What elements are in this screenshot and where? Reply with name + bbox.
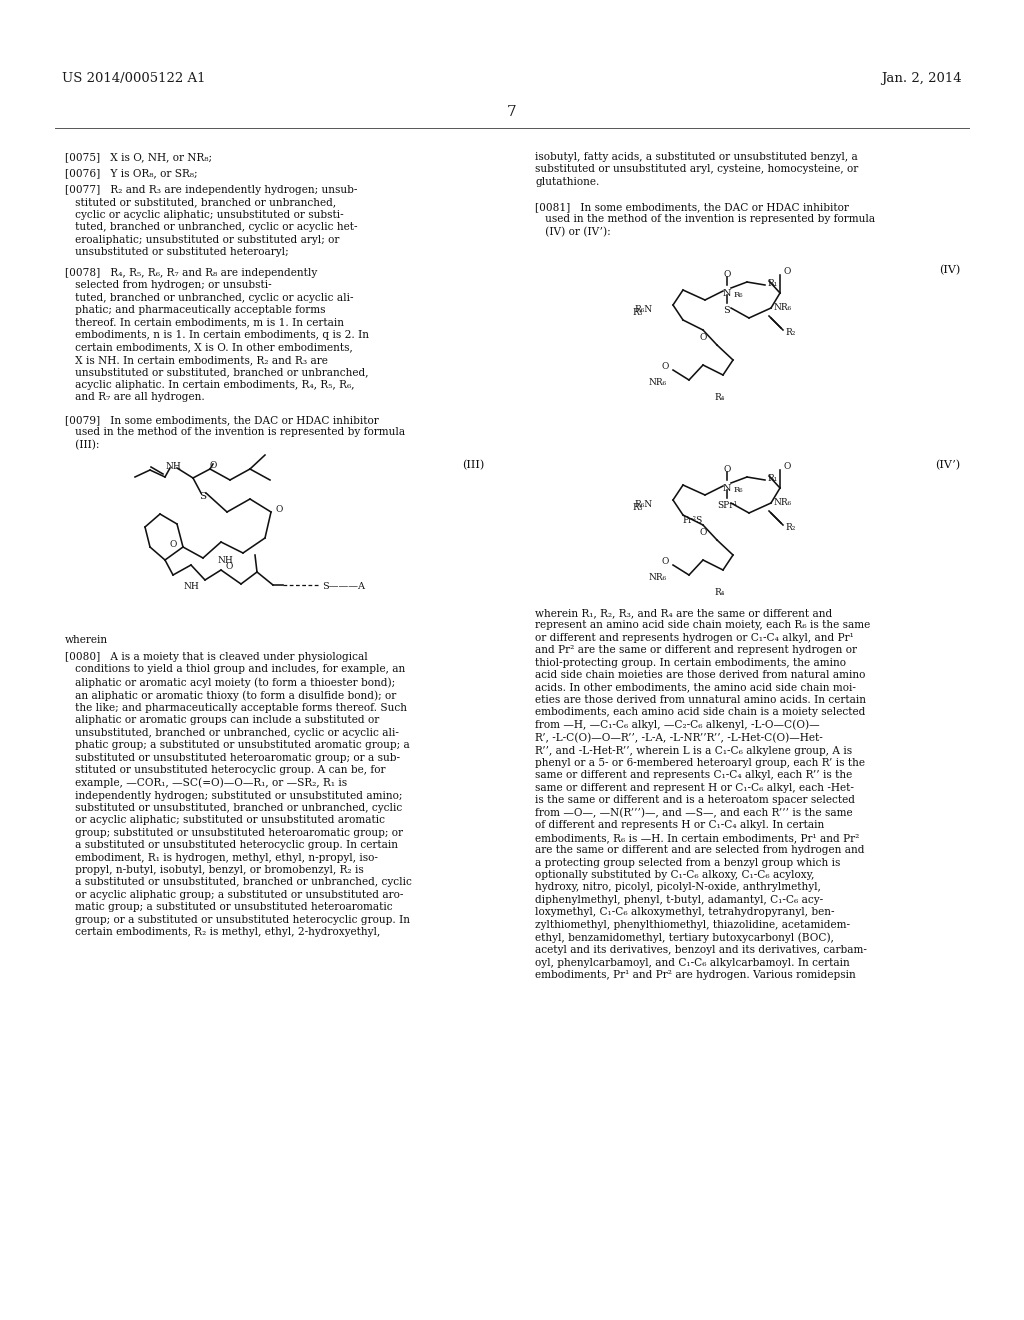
Text: NR₆: NR₆ — [649, 378, 667, 387]
Text: US 2014/0005122 A1: US 2014/0005122 A1 — [62, 73, 206, 84]
Text: 7: 7 — [507, 106, 517, 119]
Text: [0076]   Y is OR₈, or SR₈;: [0076] Y is OR₈, or SR₈; — [65, 168, 198, 178]
Text: O: O — [723, 271, 731, 279]
Text: O: O — [783, 462, 791, 471]
Text: O: O — [170, 540, 177, 549]
Text: wherein R₁, R₂, R₃, and R₄ are the same or different and
represent an amino acid: wherein R₁, R₂, R₃, and R₄ are the same … — [535, 609, 870, 979]
Text: R₆: R₆ — [734, 290, 743, 300]
Text: R₄: R₄ — [715, 393, 725, 403]
Text: O: O — [225, 562, 232, 572]
Text: R₆: R₆ — [734, 486, 743, 494]
Text: SPr¹: SPr¹ — [717, 502, 737, 510]
Text: O: O — [662, 362, 669, 371]
Text: O: O — [699, 528, 707, 537]
Text: O: O — [783, 267, 791, 276]
Text: R₃: R₃ — [633, 308, 643, 317]
Text: O: O — [662, 557, 669, 566]
Text: N: N — [723, 289, 731, 298]
Text: O: O — [275, 506, 283, 513]
Text: R₄: R₄ — [715, 587, 725, 597]
Text: NH: NH — [217, 556, 232, 565]
Text: [0081]   In some embodiments, the DAC or HDAC inhibitor
   used in the method of: [0081] In some embodiments, the DAC or H… — [535, 202, 876, 238]
Text: O: O — [699, 333, 707, 342]
Text: NH: NH — [183, 582, 199, 591]
Text: [0080]   A is a moiety that is cleaved under physiological
   conditions to yiel: [0080] A is a moiety that is cleaved und… — [65, 652, 412, 937]
Text: [0079]   In some embodiments, the DAC or HDAC inhibitor
   used in the method of: [0079] In some embodiments, the DAC or H… — [65, 414, 406, 450]
Text: Pr²S: Pr²S — [683, 516, 703, 525]
Text: NR₆: NR₆ — [649, 573, 667, 582]
Text: isobutyl, fatty acids, a substituted or unsubstituted benzyl, a
substituted or u: isobutyl, fatty acids, a substituted or … — [535, 152, 858, 187]
Text: (III): (III) — [462, 459, 484, 470]
Text: NH: NH — [165, 462, 181, 471]
Text: NR₆: NR₆ — [773, 498, 792, 507]
Text: [0075]   X is O, NH, or NR₈;: [0075] X is O, NH, or NR₈; — [65, 152, 212, 162]
Text: wherein: wherein — [65, 635, 109, 645]
Text: Jan. 2, 2014: Jan. 2, 2014 — [882, 73, 962, 84]
Text: [0078]   R₄, R₅, R₆, R₇ and R₈ are independently
   selected from hydrogen; or u: [0078] R₄, R₅, R₆, R₇ and R₈ are indepen… — [65, 268, 369, 403]
Text: N: N — [723, 484, 731, 492]
Text: R₆N: R₆N — [635, 500, 653, 510]
Text: (IV): (IV) — [939, 265, 961, 276]
Text: R₁: R₁ — [767, 474, 777, 483]
Text: S: S — [724, 306, 730, 315]
Text: S: S — [200, 492, 207, 502]
Text: R₂: R₂ — [785, 523, 796, 532]
Text: O: O — [723, 465, 731, 474]
Text: NR₆: NR₆ — [773, 304, 792, 312]
Text: [0077]   R₂ and R₃ are independently hydrogen; unsub-
   stituted or substituted: [0077] R₂ and R₃ are independently hydro… — [65, 185, 357, 257]
Text: R₃: R₃ — [633, 503, 643, 512]
Text: S———A: S———A — [322, 582, 365, 591]
Text: R₂: R₂ — [785, 327, 796, 337]
Text: O: O — [209, 461, 217, 470]
Text: (IV’): (IV’) — [935, 459, 961, 470]
Text: R₁: R₁ — [767, 279, 777, 288]
Text: R₆N: R₆N — [635, 305, 653, 314]
